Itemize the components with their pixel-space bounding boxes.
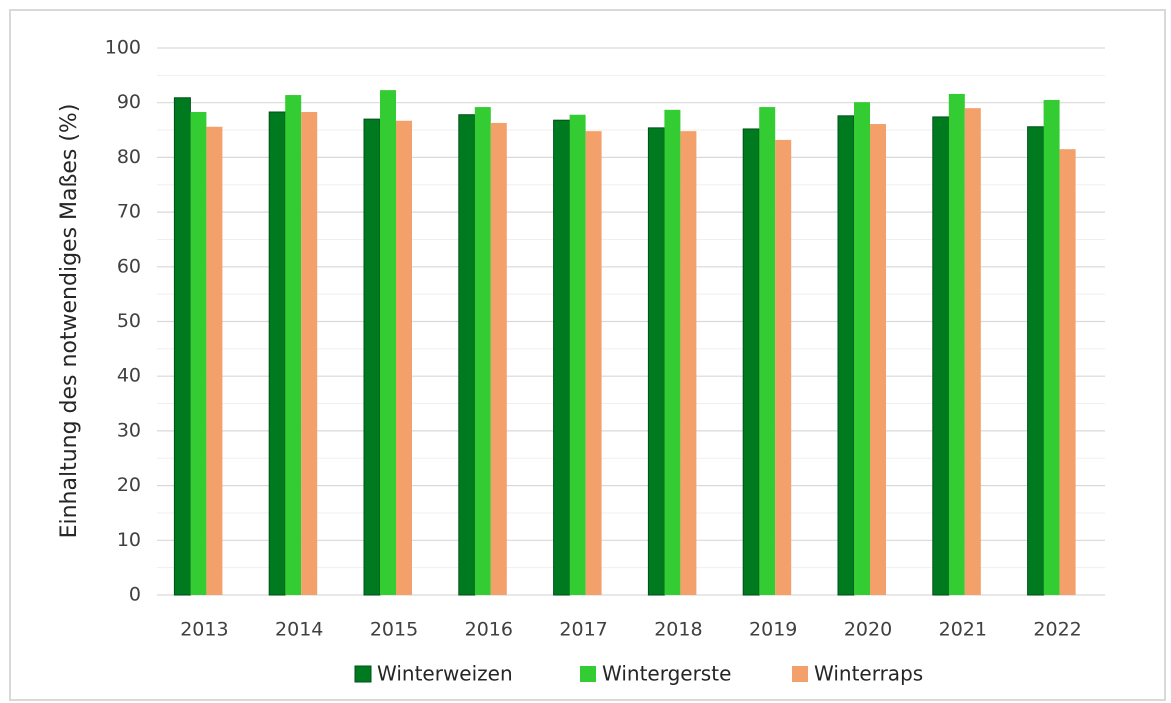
x-tick-label: 2020 [844,619,892,641]
x-tick-label: 2015 [370,619,418,641]
bar [932,116,950,596]
legend-swatch [354,665,372,683]
y-tick-label: 50 [117,310,141,332]
bar [380,90,396,595]
x-tick-label: 2013 [180,619,228,641]
y-tick-label: 90 [117,91,141,113]
bar [396,120,412,595]
bar [173,97,191,596]
bar [1027,126,1045,596]
bar [206,126,223,595]
bar [474,107,491,596]
bar [458,114,476,596]
bar [301,111,318,596]
bar [585,131,602,596]
bar [1059,149,1076,595]
bar [553,119,571,596]
bar [854,102,870,595]
bar [759,107,776,596]
bar [948,93,965,595]
y-tick-label: 20 [117,474,141,496]
legend-label: Winterweizen [377,662,513,686]
bar [285,95,302,596]
bar [490,122,507,596]
bar [363,118,381,596]
x-tick-label: 2014 [275,619,323,641]
chart-border [9,9,1166,701]
y-tick-label: 30 [117,419,141,441]
bar [190,111,207,596]
y-tick-label: 80 [117,146,141,168]
bar [680,131,697,596]
legend-label: Winterraps [814,662,923,686]
bar [837,115,855,596]
bar [664,109,681,595]
x-tick-label: 2021 [939,619,987,641]
y-tick-label: 100 [105,37,141,59]
y-tick-label: 70 [117,201,141,223]
x-tick-label: 2016 [465,619,513,641]
legend-swatch [580,666,596,682]
legend-swatch [792,666,808,682]
y-tick-label: 0 [129,584,141,606]
y-tick-label: 60 [117,255,141,277]
x-tick-label: 2018 [654,619,702,641]
bar [569,114,586,595]
bar [742,128,760,596]
bar [775,139,792,595]
bar [268,111,286,596]
y-tick-label: 40 [117,365,141,387]
bar [964,108,981,596]
x-tick-label: 2022 [1033,619,1081,641]
bar [870,124,886,596]
bar [1043,99,1060,595]
x-tick-label: 2017 [559,619,607,641]
bar [647,127,665,596]
y-axis-label: Einhaltung des notwendiges Maßes (%) [57,104,82,539]
y-tick-label: 10 [117,529,141,551]
x-tick-label: 2019 [749,619,797,641]
legend-label: Wintergerste [602,662,731,686]
